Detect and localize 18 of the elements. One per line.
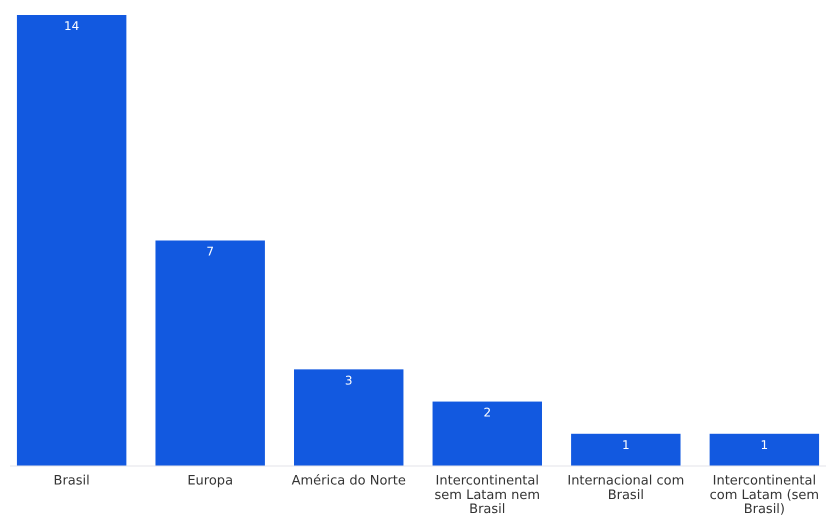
x-tick-label: Europa [187, 474, 234, 489]
x-tick-label: América do Norte [292, 474, 406, 489]
bar [294, 369, 404, 466]
bar [155, 240, 265, 466]
x-tick-label: Internacional com Brasil [567, 474, 684, 503]
data-label: 1 [622, 438, 630, 452]
bar [710, 434, 820, 466]
data-label: 2 [483, 406, 492, 420]
data-label: 3 [344, 373, 353, 388]
bar [571, 434, 681, 466]
x-tick-label: Intercontinental sem Latam nem Brasil [434, 474, 540, 518]
bar [16, 15, 126, 466]
data-label: 7 [206, 244, 214, 258]
data-label: 1 [760, 438, 768, 452]
x-tick-label: Brasil [54, 474, 90, 489]
x-tick-label: Intercontinental com Latam (sem Brasil) [710, 474, 820, 518]
bar [432, 402, 542, 466]
data-label: 14 [64, 19, 80, 33]
